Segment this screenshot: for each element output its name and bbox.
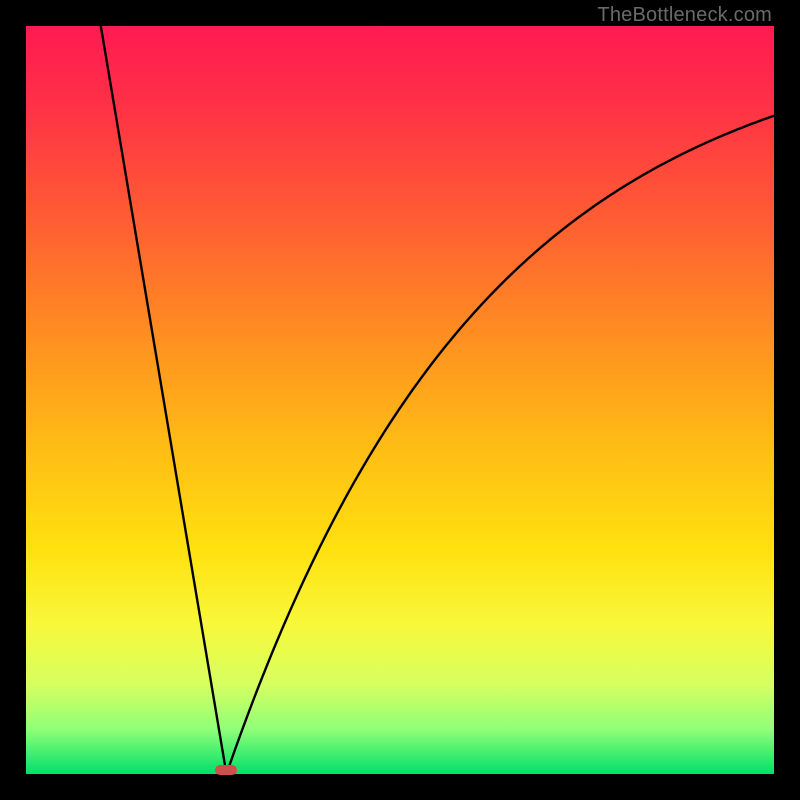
curve-layer	[26, 26, 774, 774]
optimal-marker	[215, 765, 237, 775]
watermark-text: TheBottleneck.com	[597, 4, 772, 27]
bottleneck-curve	[101, 26, 774, 774]
plot-area	[26, 26, 774, 774]
plot-frame	[26, 26, 774, 774]
